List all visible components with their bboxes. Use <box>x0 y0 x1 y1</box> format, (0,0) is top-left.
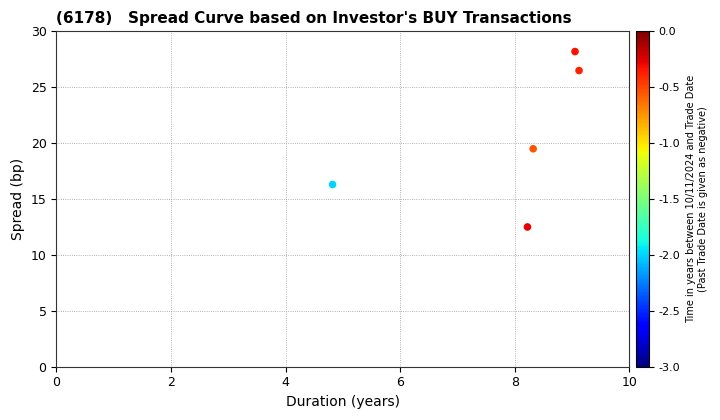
Text: (6178)   Spread Curve based on Investor's BUY Transactions: (6178) Spread Curve based on Investor's … <box>56 11 572 26</box>
Point <box>573 67 585 74</box>
Point <box>327 181 338 188</box>
Y-axis label: Time in years between 10/11/2024 and Trade Date
(Past Trade Date is given as neg: Time in years between 10/11/2024 and Tra… <box>686 75 708 323</box>
Point <box>522 223 534 230</box>
Point <box>570 48 581 55</box>
Point <box>528 145 539 152</box>
X-axis label: Duration (years): Duration (years) <box>286 395 400 409</box>
Y-axis label: Spread (bp): Spread (bp) <box>11 158 25 240</box>
